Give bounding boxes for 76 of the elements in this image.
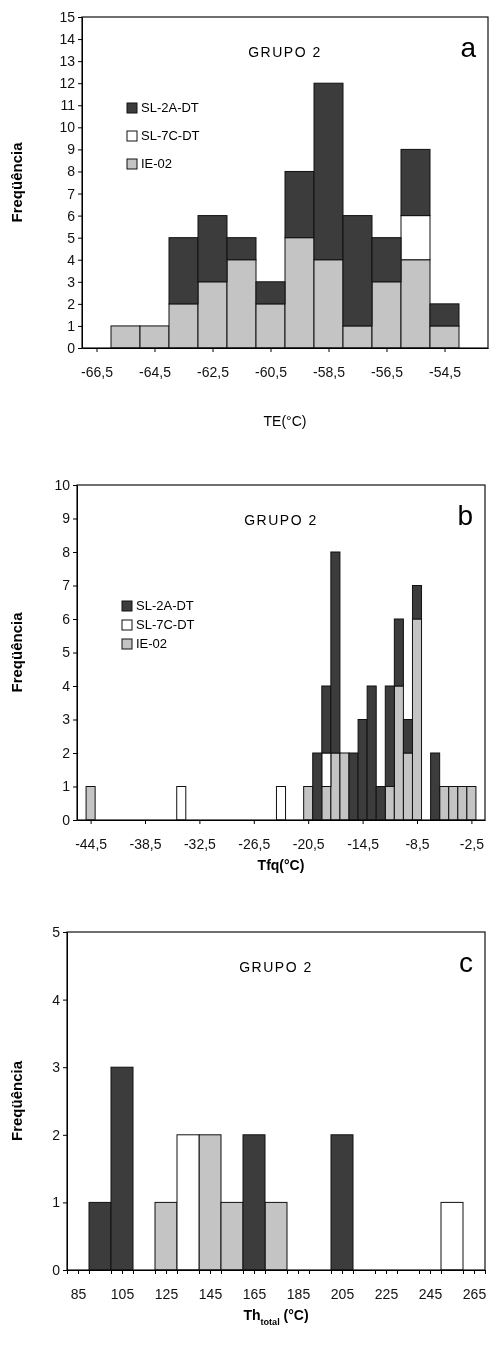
y-axis-title: Freqüência [8,1060,25,1142]
y-tick-label: 0 [62,811,71,828]
x-tick-label: -58,5 [313,364,346,381]
y-tick-label: 14 [59,31,76,48]
y-tick-label: 0 [52,1261,61,1278]
annotation: b [457,500,473,531]
legend-label: SL-2A-DT [136,598,194,613]
legend-label: IE-02 [136,636,168,651]
legend-label: IE-02 [141,156,173,171]
y-tick-label: 5 [67,229,76,246]
y-axis-title: Freqüência [8,141,25,223]
y-tick-label: 7 [62,577,71,594]
y-tick-label: 2 [52,1126,61,1143]
legend-label: SL-7C-DT [141,128,200,143]
y-tick-label: 2 [62,744,71,761]
x-tick-label: -8,5 [405,836,430,853]
y-tick-label: 5 [52,923,61,940]
x-tick-label: 145 [198,1286,223,1303]
x-tick-label: 105 [110,1286,135,1303]
y-tick-label: 8 [67,163,76,180]
y-tick-label: 4 [52,991,61,1008]
y-tick-label: 6 [62,610,71,627]
y-tick-label: 4 [67,251,76,268]
annotation: c [459,947,473,978]
x-tick-label: -66,5 [81,364,114,381]
y-tick-label: 7 [67,185,76,202]
annotation: a [460,32,477,63]
y-tick-label: 1 [62,778,71,795]
x-tick-label: -54,5 [429,364,462,381]
x-tick-label: -20,5 [292,836,325,853]
x-tick-label: 185 [286,1286,311,1303]
y-axis-title: Freqüência [8,611,25,693]
x-tick-label: -44,5 [75,836,108,853]
text: GRUPO 2 [244,512,318,528]
y-tick-label: 3 [67,273,76,290]
y-tick-label: 12 [59,75,76,92]
y-tick-label: 0 [67,339,76,356]
x-tick-label: 265 [462,1286,487,1303]
x-tick-label: -26,5 [238,836,271,853]
y-tick-label: 8 [62,543,71,560]
x-tick-label: -60,5 [255,364,288,381]
y-tick-label: 9 [62,510,71,527]
legend-label: SL-2A-DT [141,100,199,115]
text: GRUPO 2 [239,959,313,975]
x-tick-label: 125 [154,1286,179,1303]
y-tick-label: 15 [59,8,76,25]
y-tick-label: 5 [62,644,71,661]
y-tick-label: 1 [52,1194,61,1211]
y-tick-label: 10 [54,476,71,493]
text: GRUPO 2 [248,44,322,60]
x-tick-label: -64,5 [139,364,172,381]
y-tick-label: 2 [67,295,76,312]
x-tick-label: -14,5 [347,836,380,853]
legend-label: SL-7C-DT [136,617,195,632]
y-tick-label: 4 [62,677,71,694]
x-tick-label: 165 [242,1286,267,1303]
y-tick-label: 10 [59,119,76,136]
x-tick-label: -38,5 [129,836,162,853]
x-axis-title: TE(°C) [263,413,307,429]
y-tick-label: 3 [52,1059,61,1076]
y-tick-label: 9 [67,141,76,158]
x-tick-label: -32,5 [183,836,217,853]
x-tick-label: -2,5 [459,836,485,853]
x-tick-label: 205 [330,1286,355,1303]
y-tick-label: 3 [62,711,71,728]
x-tick-label: 225 [374,1286,399,1303]
x-tick-label: 245 [418,1286,443,1303]
x-tick-label: 85 [70,1286,87,1303]
x-tick-label: -62,5 [197,364,230,381]
y-tick-label: 11 [60,97,76,114]
y-tick-label: 6 [67,207,76,224]
x-axis-title: Tfq(°C) [257,857,305,873]
x-tick-label: -56,5 [371,364,404,381]
x-axis-title: Th$_{total}$ (°C) [243,1307,309,1327]
y-tick-label: 13 [59,53,76,70]
y-tick-label: 1 [67,317,76,334]
